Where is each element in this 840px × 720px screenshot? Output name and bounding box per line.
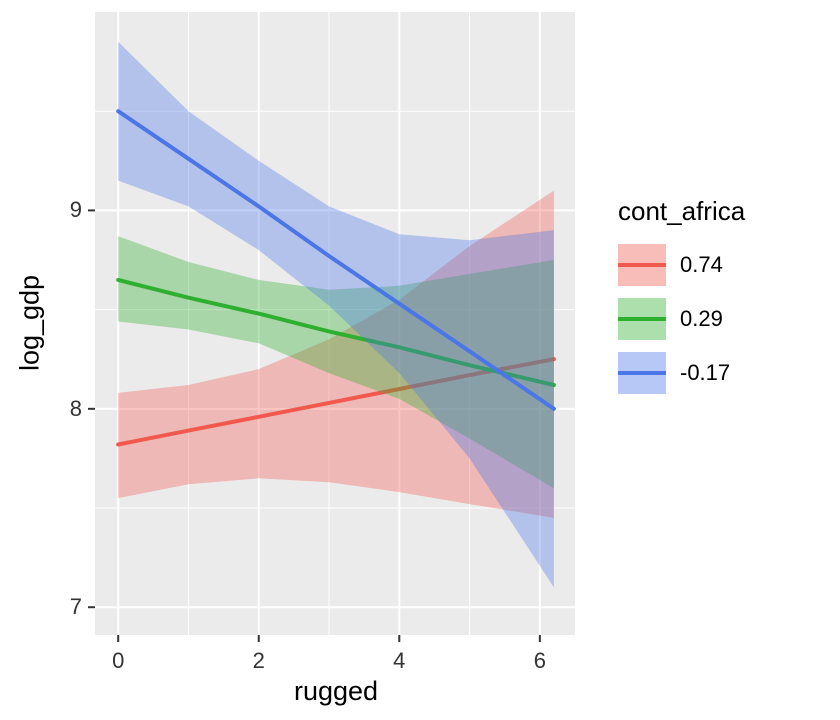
- line-series-0: [116, 357, 556, 447]
- legend: cont_africa 0.74 0.29 -0.17: [618, 196, 745, 405]
- y-tick-label: 7: [69, 594, 82, 620]
- legend-key-line: [618, 263, 666, 267]
- legend-key-swatch: [618, 244, 666, 286]
- legend-key-swatch: [618, 298, 666, 340]
- x-axis-title: rugged: [293, 676, 379, 706]
- x-tick-label: 2: [252, 648, 265, 673]
- legend-label: 0.74: [680, 252, 723, 277]
- legend-title: cont_africa: [618, 196, 746, 226]
- line-series-1: [116, 277, 556, 387]
- legend-label: -0.17: [680, 360, 731, 385]
- y-axis-title: log_gdp: [14, 274, 45, 372]
- legend-entry: 0.29: [618, 297, 745, 341]
- legend-label: 0.29: [680, 306, 723, 331]
- ribbon-series-1: [118, 236, 554, 489]
- x-tick-label: 0: [112, 648, 125, 673]
- y-tick-label: 8: [69, 395, 82, 421]
- panel-background: [95, 12, 575, 635]
- legend-key-swatch: [618, 352, 666, 394]
- y-tick-label: 9: [69, 197, 82, 223]
- legend-entry: 0.74: [618, 243, 745, 287]
- ribbon-series-2: [118, 41, 554, 588]
- legend-key-line: [618, 317, 666, 321]
- line-series-2: [116, 109, 556, 411]
- x-tick-label: 6: [533, 648, 546, 673]
- x-tick-label: 4: [393, 648, 406, 673]
- ribbon-series-0: [118, 190, 554, 518]
- legend-entries: 0.74 0.29 -0.17: [618, 243, 745, 395]
- legend-entry: -0.17: [618, 351, 745, 395]
- legend-key-line: [618, 371, 666, 375]
